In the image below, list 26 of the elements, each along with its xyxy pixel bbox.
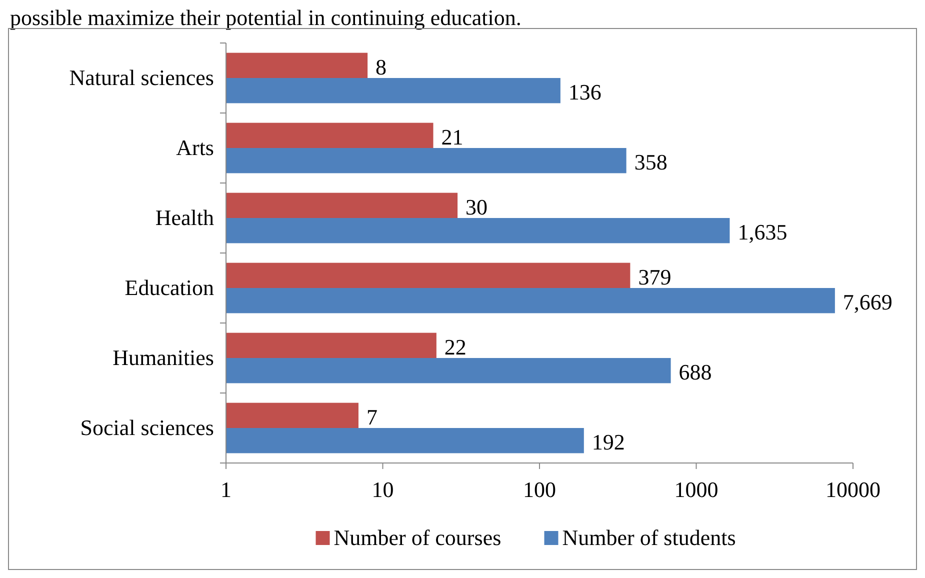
data-label: 136 xyxy=(568,80,602,105)
data-label: 192 xyxy=(592,430,625,455)
data-label: 21 xyxy=(441,124,464,150)
data-label: 688 xyxy=(678,360,712,385)
data-label: 7 xyxy=(366,404,378,430)
data-label: 8 xyxy=(376,54,387,80)
y-tick-label: Natural sciences xyxy=(69,65,214,90)
data-label: 379 xyxy=(638,264,672,290)
data-label: 358 xyxy=(634,150,668,175)
x-tick-label: 1 xyxy=(220,477,232,502)
y-tick-label: Humanities xyxy=(112,345,214,370)
x-tick-label: 10000 xyxy=(826,477,880,502)
legend-label: Number of courses xyxy=(334,525,502,550)
data-label: 7,669 xyxy=(842,290,892,315)
x-tick-label: 1000 xyxy=(674,477,718,502)
y-tick-label: Social sciences xyxy=(80,415,214,440)
legend-label: Number of students xyxy=(562,525,736,550)
y-tick-label: Health xyxy=(155,205,214,230)
y-tick-label: Education xyxy=(124,275,214,300)
y-tick-label: Arts xyxy=(176,135,214,160)
x-tick-label: 100 xyxy=(523,477,556,502)
x-tick-label: 10 xyxy=(372,477,394,502)
data-label: 1,635 xyxy=(738,220,788,245)
data-label: 22 xyxy=(444,334,466,360)
data-label: 30 xyxy=(466,194,488,220)
text: possible maximize their potential in continuing education. xyxy=(10,5,522,30)
